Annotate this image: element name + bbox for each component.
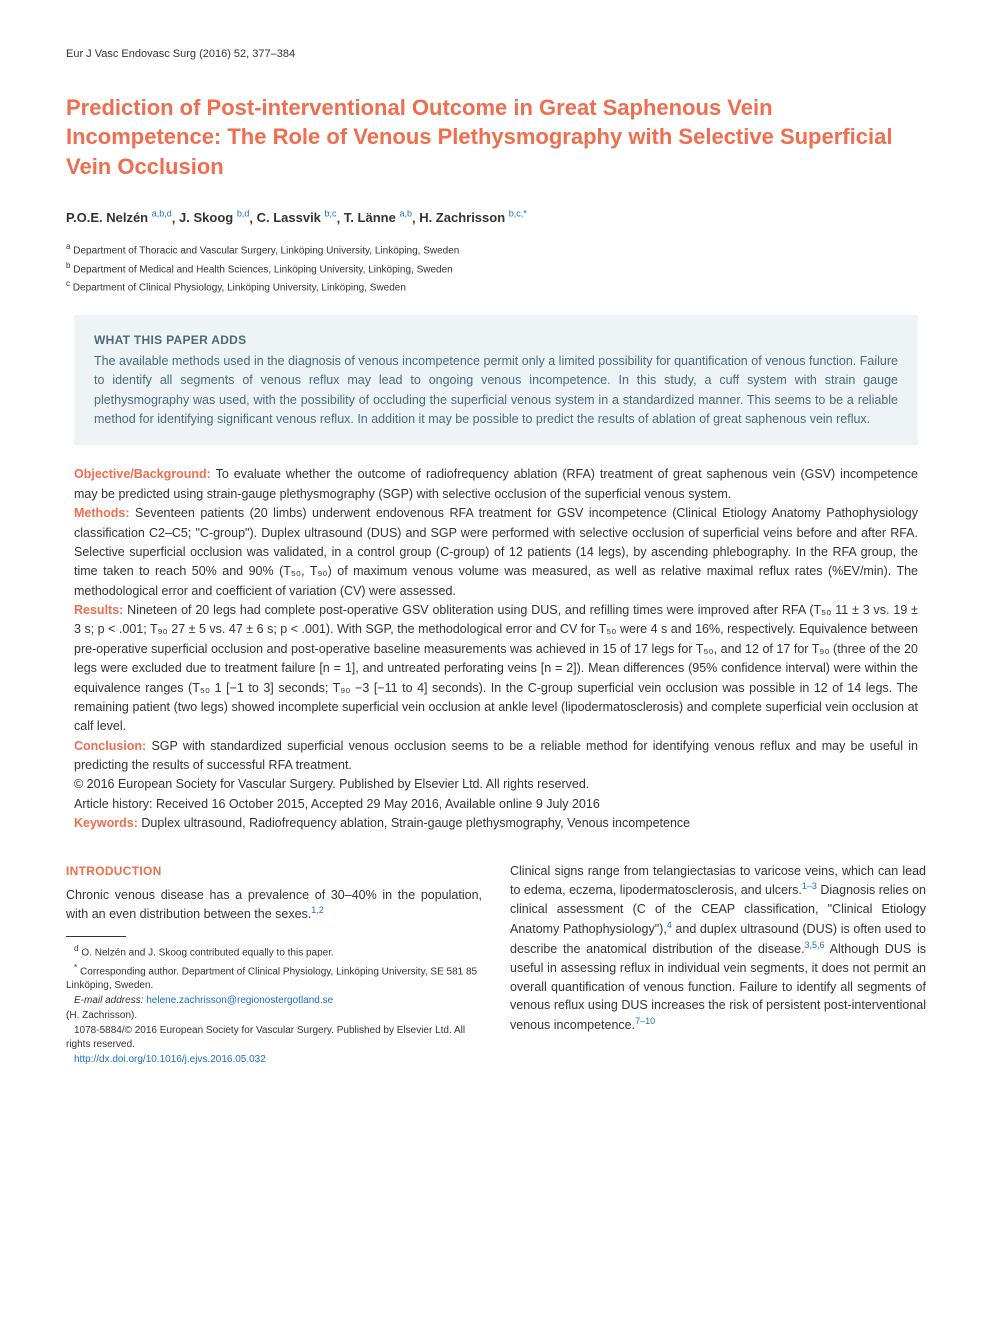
abstract-results-label: Results: — [74, 603, 123, 617]
corresponding-email-link[interactable]: helene.zachrisson@regionostergotland.se — [146, 995, 333, 1006]
author: J. Skoog b,d — [179, 210, 249, 225]
abstract-history: Article history: Received 16 October 201… — [74, 795, 918, 814]
author: C. Lassvik b,c — [257, 210, 337, 225]
doi-link[interactable]: http://dx.doi.org/10.1016/j.ejvs.2016.05… — [74, 1054, 266, 1065]
author: P.O.E. Nelzén a,b,d — [66, 210, 172, 225]
abstract-methods-label: Methods: — [74, 506, 130, 520]
citation-link[interactable]: 3,5,6 — [805, 940, 825, 950]
author: H. Zachrisson b,c,* — [419, 210, 527, 225]
abstract-keywords-label: Keywords: — [74, 816, 138, 830]
introduction-heading: INTRODUCTION — [66, 862, 482, 880]
article-title: Prediction of Post-interventional Outcom… — [66, 93, 926, 182]
column-left: INTRODUCTION Chronic venous disease has … — [66, 862, 482, 1068]
box-text: The available methods used in the diagno… — [94, 352, 898, 430]
abstract-conclusion-label: Conclusion: — [74, 739, 146, 753]
abstract-objective-label: Objective/Background: — [74, 467, 211, 481]
abstract-methods-text: Seventeen patients (20 limbs) underwent … — [74, 506, 918, 598]
affiliations: a Department of Thoracic and Vascular Su… — [66, 241, 926, 295]
journal-header: Eur J Vasc Endovasc Surg (2016) 52, 377–… — [66, 46, 926, 63]
affiliation: a Department of Thoracic and Vascular Su… — [66, 241, 926, 258]
affiliation: c Department of Clinical Physiology, Lin… — [66, 278, 926, 295]
citation-link[interactable]: 1,2 — [311, 905, 324, 915]
box-heading: WHAT THIS PAPER ADDS — [94, 331, 898, 350]
abstract: Objective/Background: To evaluate whethe… — [74, 465, 918, 833]
intro-paragraph: Chronic venous disease has a prevalence … — [66, 886, 482, 925]
abstract-copyright: © 2016 European Society for Vascular Sur… — [74, 775, 918, 794]
abstract-keywords-text: Duplex ultrasound, Radiofrequency ablati… — [138, 816, 690, 830]
abstract-conclusion-text: SGP with standardized superficial venous… — [74, 739, 918, 772]
citation-link[interactable]: 1–3 — [802, 881, 817, 891]
footnote-rule — [66, 936, 126, 937]
citation-link[interactable]: 7–10 — [635, 1016, 655, 1026]
author: T. Länne a,b — [344, 210, 412, 225]
body-columns: INTRODUCTION Chronic venous disease has … — [66, 862, 926, 1068]
intro-paragraph-continued: Clinical signs range from telangiectasia… — [510, 862, 926, 1035]
what-this-paper-adds-box: WHAT THIS PAPER ADDS The available metho… — [74, 315, 918, 445]
footnotes: d O. Nelzén and J. Skoog contributed equ… — [66, 943, 482, 1067]
authors-line: P.O.E. Nelzén a,b,d, J. Skoog b,d, C. La… — [66, 208, 926, 228]
affiliation: b Department of Medical and Health Scien… — [66, 260, 926, 277]
abstract-results-text: Nineteen of 20 legs had complete post-op… — [74, 603, 918, 733]
column-right: Clinical signs range from telangiectasia… — [510, 862, 926, 1068]
